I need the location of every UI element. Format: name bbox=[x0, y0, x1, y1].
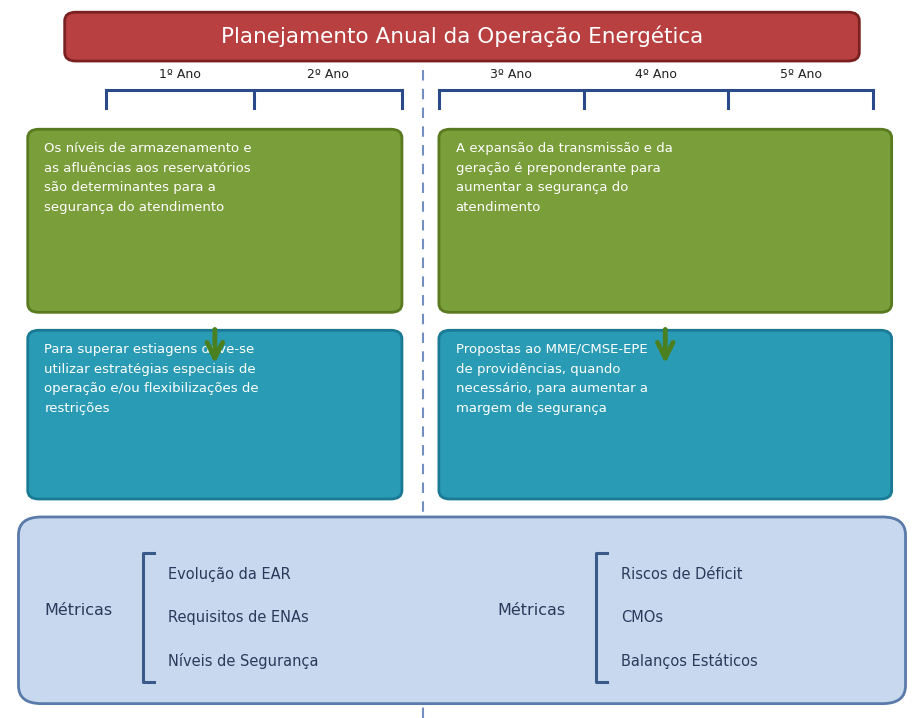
FancyBboxPatch shape bbox=[18, 517, 906, 704]
Text: Níveis de Segurança: Níveis de Segurança bbox=[168, 653, 319, 668]
Text: 1º Ano: 1º Ano bbox=[159, 68, 201, 81]
Text: Planejamento Anual da Operação Energética: Planejamento Anual da Operação Energétic… bbox=[221, 26, 703, 47]
Text: Os níveis de armazenamento e
as afluências aos reservatórios
são determinantes p: Os níveis de armazenamento e as afluênci… bbox=[44, 142, 252, 214]
FancyBboxPatch shape bbox=[65, 12, 859, 61]
Text: Requisitos de ENAs: Requisitos de ENAs bbox=[168, 610, 309, 625]
Text: Riscos de Déficit: Riscos de Déficit bbox=[621, 567, 742, 582]
FancyBboxPatch shape bbox=[28, 129, 402, 312]
Text: Propostas ao MME/CMSE-EPE
de providências, quando
necessário, para aumentar a
ma: Propostas ao MME/CMSE-EPE de providência… bbox=[456, 343, 648, 415]
Text: Para superar estiagens deve-se
utilizar estratégias especiais de
operação e/ou f: Para superar estiagens deve-se utilizar … bbox=[44, 343, 259, 415]
Text: Métricas: Métricas bbox=[497, 603, 565, 617]
Text: Métricas: Métricas bbox=[44, 603, 113, 617]
FancyBboxPatch shape bbox=[439, 330, 892, 499]
Text: 4º Ano: 4º Ano bbox=[635, 68, 677, 81]
Text: 5º Ano: 5º Ano bbox=[780, 68, 821, 81]
Text: 2º Ano: 2º Ano bbox=[307, 68, 349, 81]
FancyBboxPatch shape bbox=[439, 129, 892, 312]
Text: Evolução da EAR: Evolução da EAR bbox=[168, 567, 291, 582]
Text: 3º Ano: 3º Ano bbox=[491, 68, 532, 81]
Text: Balanços Estáticos: Balanços Estáticos bbox=[621, 653, 758, 668]
FancyBboxPatch shape bbox=[28, 330, 402, 499]
Text: A expansão da transmissão e da
geração é preponderante para
aumentar a segurança: A expansão da transmissão e da geração é… bbox=[456, 142, 673, 214]
Text: CMOs: CMOs bbox=[621, 610, 663, 625]
